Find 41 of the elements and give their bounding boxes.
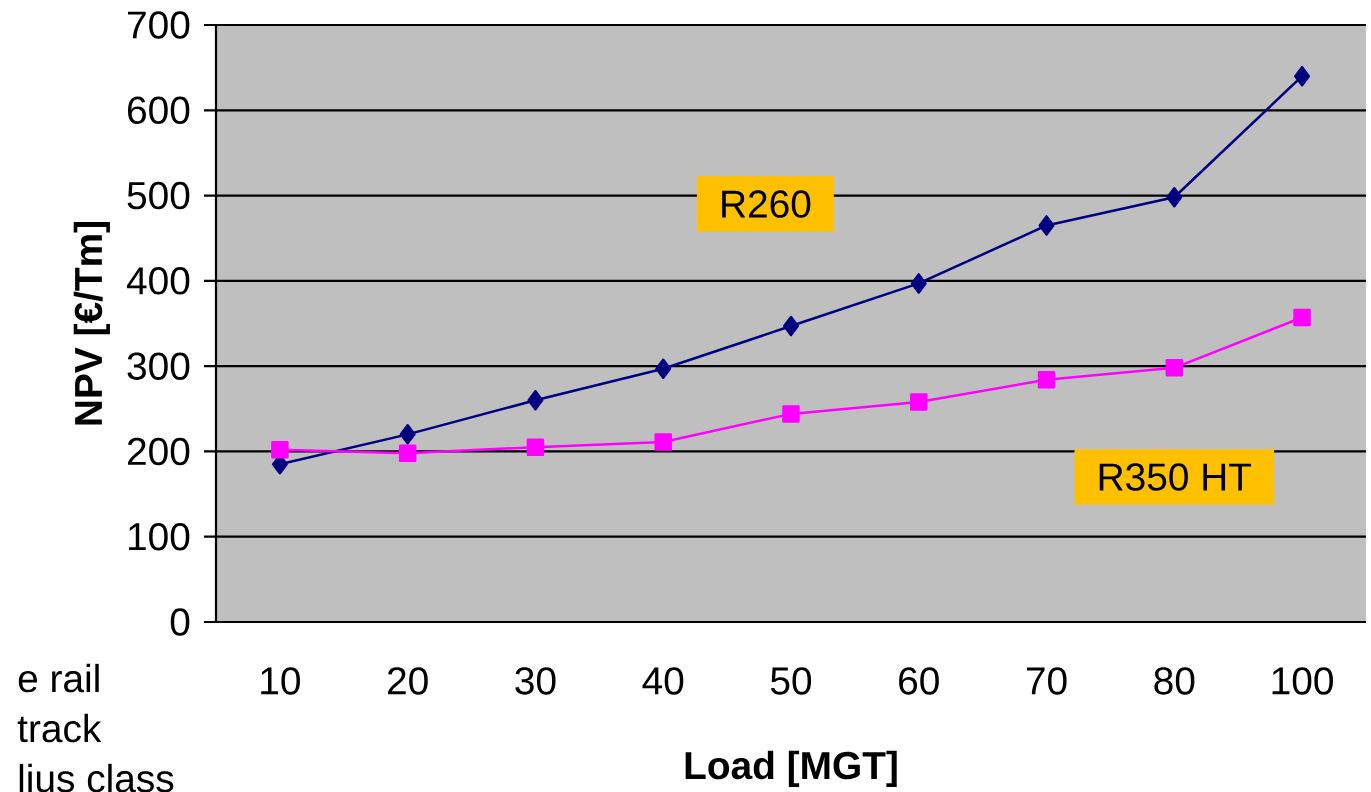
point [1038,215,1055,236]
text: track [17,713,102,743]
x-tick-label: 60 [899,667,939,695]
x-tick-label: 80 [1154,667,1195,695]
x-tick-label: 40 [642,667,684,695]
point [655,358,672,379]
y-tick-label: 200 [127,437,190,466]
x-tick-label: 70 [1026,667,1067,695]
x-tick-label: 20 [388,667,428,695]
text: e rail [18,663,99,693]
y-tick-label: 500 [127,181,190,210]
text: R350 HT [1099,463,1252,491]
point [526,438,545,456]
point [782,405,800,423]
point [1037,371,1056,389]
point [654,433,672,451]
y-tick-label: 600 [127,96,190,125]
x-tick-label: 50 [770,667,812,695]
point [910,393,928,411]
y-tick-label: 300 [127,352,190,380]
y-tick-label: 400 [126,267,190,295]
y-tick-label: 700 [128,11,190,39]
point [527,390,544,411]
point [1294,65,1311,87]
x-tick-label: 30 [515,667,556,695]
point [399,424,416,445]
point [910,273,927,294]
point [271,440,289,459]
text: R260 [722,190,811,218]
y-axis-title: NPV [€/Tm] [73,222,110,425]
x-axis-title: Load [MGT] [685,750,897,787]
point [398,444,417,462]
point [1165,359,1184,377]
x-tick-label: 10 [261,667,300,695]
x-tick-label: 100 [1272,667,1333,695]
point [782,315,799,337]
y-tick-label: 0 [170,608,190,636]
point [1293,308,1311,327]
y-tick-label: 100 [128,522,190,551]
point [1166,187,1183,208]
text: lius class [19,763,174,792]
